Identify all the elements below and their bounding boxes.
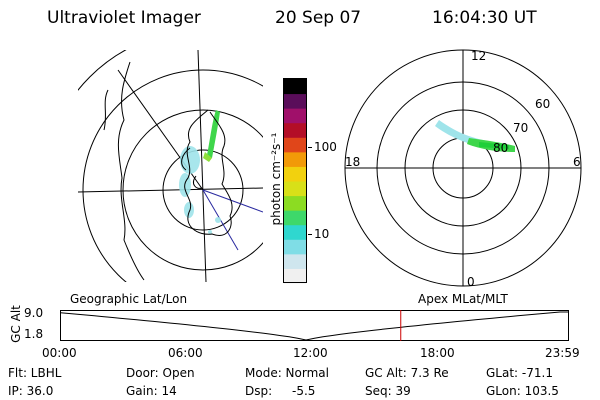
timeline-frame: [60, 310, 569, 341]
info-dsp-value: -5.5: [292, 384, 316, 398]
timeline-ytick: 1.8: [24, 327, 44, 341]
lat-circle: [122, 109, 263, 271]
colorbar: [283, 78, 307, 284]
timeline-xtick: 18:00: [420, 346, 455, 360]
colorbar-band: [284, 137, 306, 153]
mlt-label-6: 6: [573, 155, 581, 169]
colorbar-tick-mark: [308, 147, 312, 148]
time-label: 16:04:30 UT: [432, 8, 537, 28]
lat-circle: [82, 69, 263, 282]
info-gc-alt: GC Alt: 7.3 Re: [365, 366, 449, 380]
mlt-label-0: 0: [467, 275, 475, 288]
date-label: 20 Sep 07: [275, 8, 362, 28]
timeline-xtick: 12:00: [293, 346, 328, 360]
info-flt: Flt: LBHL: [8, 366, 62, 380]
colorbar-tick-label: 10: [314, 227, 330, 241]
info-glat: GLat: -71.1: [486, 366, 553, 380]
colorbar-band: [284, 268, 306, 284]
left-map-title: Geographic Lat/Lon: [70, 292, 188, 306]
timeline-xtick: 23:59: [545, 346, 580, 360]
meridian: [197, 50, 207, 282]
mlt-label-18: 18: [345, 155, 360, 169]
coastline: [117, 61, 145, 281]
info-glon: GLon: 103.5: [486, 384, 559, 398]
coastline: [184, 109, 233, 236]
info-seq: Seq: 39: [365, 384, 411, 398]
instrument-title: Ultraviolet Imager: [47, 8, 201, 28]
colorbar-band: [284, 224, 306, 240]
colorbar-band: [284, 253, 306, 269]
mlt-label-12: 12: [471, 49, 486, 63]
coastline: [181, 147, 203, 189]
magnetic-polar-plot: 12 18 6 0 60 70 80: [344, 49, 582, 288]
timeline-plot: [60, 310, 569, 341]
colorbar-tick-mark: [308, 234, 312, 235]
colorbar-band: [284, 108, 306, 124]
aurora-band: [203, 152, 212, 162]
colorbar-band: [284, 166, 306, 182]
info-mode: Mode: Normal: [245, 366, 329, 380]
colorbar-band: [284, 151, 306, 167]
colorbar-band: [284, 239, 306, 255]
colorbar-band: [284, 195, 306, 211]
right-map-title: Apex MLat/MLT: [418, 292, 508, 306]
colorbar-band: [284, 181, 306, 197]
coastline: [103, 89, 109, 131]
info-door: Door: Open: [126, 366, 195, 380]
aurora-band: [479, 142, 509, 149]
colorbar-band: [284, 93, 306, 109]
timeline-ytick: 9.0: [24, 306, 44, 320]
meridian: [78, 187, 263, 193]
info-gain: Gain: 14: [126, 384, 177, 398]
terminator-line: [202, 189, 263, 213]
altitude-curve: [60, 311, 569, 341]
colorbar-unit-label: photon cm⁻²s⁻¹: [269, 132, 283, 226]
geographic-map: [78, 50, 263, 282]
mlat-label-70: 70: [513, 121, 528, 135]
timeline-ylabel: GC Alt: [9, 305, 23, 343]
info-dsp-label: Dsp:: [245, 384, 273, 398]
info-ip: IP: 36.0: [8, 384, 54, 398]
mlat-label-60: 60: [535, 97, 550, 111]
timeline-xtick: 06:00: [168, 346, 203, 360]
timeline-xtick: 00:00: [42, 346, 77, 360]
colorbar-band: [284, 122, 306, 138]
mlat-label-80: 80: [493, 141, 508, 155]
colorbar-band: [284, 79, 306, 95]
colorbar-tick-label: 100: [314, 140, 337, 154]
colorbar-band: [284, 210, 306, 226]
